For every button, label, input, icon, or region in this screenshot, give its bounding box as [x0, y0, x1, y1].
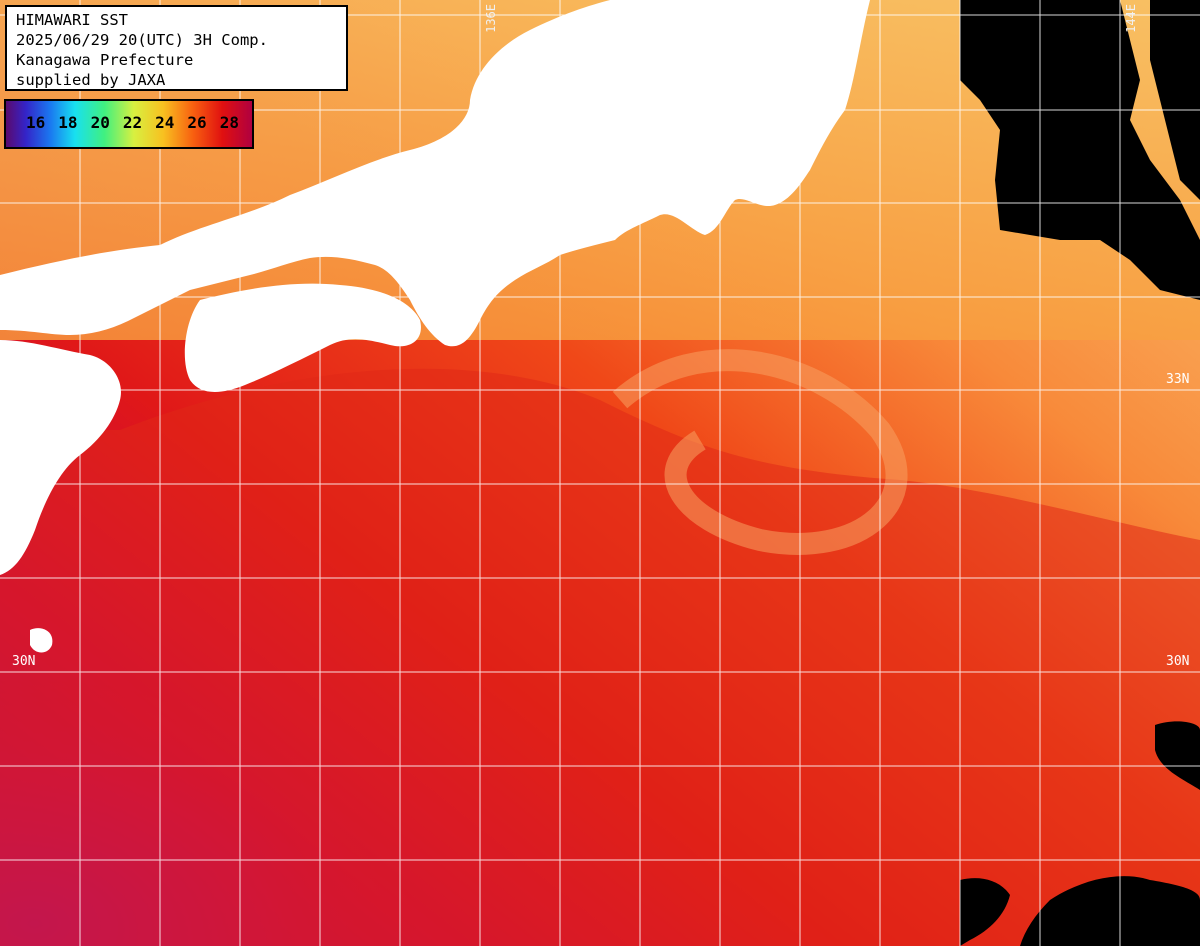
land-tanegashima: [30, 628, 53, 653]
map-datetime: 2025/06/29 20(UTC) 3H Comp.: [16, 31, 268, 49]
cloud-mask-northeast-2: [1150, 0, 1200, 200]
cloud-mask-southeast: [1155, 721, 1200, 790]
cloud-mask-northeast: [960, 0, 1200, 300]
legend-tick: 22: [122, 113, 143, 132]
legend-tick: 26: [187, 113, 207, 132]
eddy-swirl: [612, 349, 908, 555]
cloud-mask-south-2: [960, 878, 1010, 946]
cloud-mask-south: [1020, 876, 1200, 946]
legend-tick: 16: [26, 113, 46, 132]
map-title: HIMAWARI SST: [16, 11, 128, 29]
lat-label-33-right: 33N: [1166, 372, 1190, 387]
lon-label-144: 144E: [1124, 4, 1138, 33]
legend-tick: 24: [155, 113, 175, 132]
land-izu-island: [472, 155, 497, 190]
map-info-box: HIMAWARI SST 2025/06/29 20(UTC) 3H Comp.…: [5, 5, 348, 91]
land-shikoku: [184, 283, 421, 392]
lon-label-136: 136E: [484, 4, 498, 33]
legend-tick: 18: [58, 113, 78, 132]
legend-tick: 28: [219, 113, 239, 132]
kuroshio-band: [0, 368, 1200, 946]
map-region: Kanagawa Prefecture: [16, 51, 194, 69]
land-honshu: [0, 0, 870, 347]
temperature-legend: 16 18 20 22 24 26 28: [4, 99, 254, 149]
legend-tick: 20: [90, 113, 110, 132]
lat-label-30-right: 30N: [1166, 654, 1190, 669]
map-source: supplied by JAXA: [16, 71, 166, 89]
legend-ticks: 16 18 20 22 24 26 28: [6, 113, 252, 132]
lat-label-33-left: 33: [12, 373, 28, 388]
land-kyushu: [0, 340, 121, 575]
lat-label-30-left: 30N: [12, 654, 36, 669]
